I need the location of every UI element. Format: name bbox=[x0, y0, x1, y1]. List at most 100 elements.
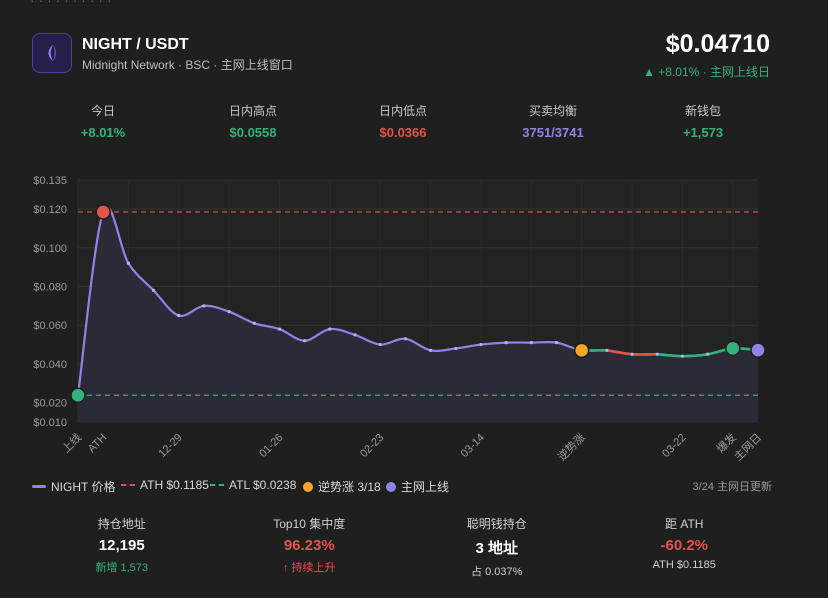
stat-label: 买卖均衡 bbox=[528, 104, 577, 118]
stat-value: +1,573 bbox=[682, 125, 724, 140]
clipped-top-text: · · · · · · · · · · bbox=[30, 0, 112, 8]
stat-label: 今日 bbox=[90, 104, 115, 118]
stat-label: 日内低点 bbox=[378, 104, 427, 118]
stat-value: $0.0558 bbox=[229, 125, 277, 140]
stat-day-high: 日内高点 $0.0558 bbox=[178, 102, 328, 142]
crescent-icon bbox=[48, 45, 56, 61]
stats-row: 今日 +8.01% 日内高点 $0.0558 日内低点 $0.0366 买卖均衡… bbox=[28, 102, 778, 142]
stat-today: 今日 +8.01% bbox=[28, 102, 178, 142]
legend-item-mainnet: 主网上线 bbox=[386, 478, 449, 495]
footer-metrics: 持仓地址 12,195 新增 1,573 Top10 集中度 96.23% ↑ … bbox=[28, 515, 779, 578]
x-tick-label: 主网日 bbox=[732, 431, 765, 464]
data-point bbox=[252, 321, 256, 325]
data-point bbox=[428, 348, 433, 352]
dashed-green-swatch-icon bbox=[210, 484, 224, 486]
metric-label: 持仓地址 bbox=[97, 517, 146, 531]
data-point bbox=[353, 333, 357, 337]
data-point bbox=[378, 342, 382, 347]
legend-item-atl: ATL $0.0238 bbox=[210, 478, 296, 492]
data-point bbox=[126, 261, 130, 265]
data-point bbox=[655, 352, 659, 356]
metric-value: 12,195 bbox=[98, 537, 145, 554]
metric-sub: ↑ 持续上升 bbox=[282, 562, 336, 574]
metric-from-ath: 距 ATH -60.2% ATH $0.1185 bbox=[591, 515, 779, 575]
pair-subtitle: Midnight Network · BSC · 主网上线窗口 bbox=[82, 58, 293, 72]
data-point bbox=[177, 313, 181, 318]
stat-buy-sell-balance: 买卖均衡 3751/3741 bbox=[478, 102, 628, 142]
metric-label: Top10 集中度 bbox=[273, 517, 346, 531]
price-change: ▲ +8.01% · 主网上线日 bbox=[643, 65, 770, 79]
marker-爆发 bbox=[725, 340, 741, 357]
legend-label: ATH $0.1185 bbox=[140, 478, 209, 492]
y-tick-label: $0.060 bbox=[33, 320, 67, 332]
metric-holders: 持仓地址 12,195 新增 1,573 bbox=[28, 515, 216, 575]
x-tick-label: 12-29 bbox=[156, 432, 184, 460]
marker-逆势涨 bbox=[573, 342, 590, 359]
x-tick-label: 03-22 bbox=[660, 432, 688, 460]
data-point bbox=[403, 337, 408, 341]
legend-label: ATL $0.0238 bbox=[229, 478, 297, 492]
x-tick-label: ATH bbox=[86, 432, 110, 456]
marker-主网上线 bbox=[750, 342, 766, 358]
chart-legend: NIGHT 价格 ATH $0.1185 ATL $0.0238 逆势涨 3/1… bbox=[32, 478, 772, 494]
orange-dot-icon bbox=[303, 481, 313, 492]
data-point bbox=[277, 327, 282, 331]
stat-new-wallets: 新钱包 +1,573 bbox=[628, 102, 778, 142]
stat-label: 新钱包 bbox=[684, 104, 721, 118]
y-tick-label: $0.010 bbox=[33, 417, 67, 429]
legend-label: 主网上线 bbox=[401, 480, 450, 494]
metric-smart-money: 聪明钱持仓 3 地址 占 0.037% bbox=[403, 515, 591, 578]
line-swatch-icon bbox=[32, 485, 46, 488]
price-area bbox=[78, 207, 758, 422]
dashed-red-swatch-icon bbox=[121, 484, 135, 486]
data-point bbox=[706, 352, 710, 356]
data-point bbox=[303, 339, 307, 343]
legend-label: NIGHT 价格 bbox=[51, 480, 116, 494]
metric-value: 3 地址 bbox=[475, 540, 518, 557]
stat-value: +8.01% bbox=[80, 125, 126, 140]
x-tick-label: 逆势涨 bbox=[555, 430, 588, 463]
y-tick-label: $0.100 bbox=[33, 243, 67, 255]
marker-ATH bbox=[95, 204, 111, 220]
data-point bbox=[529, 341, 533, 345]
data-point bbox=[605, 348, 609, 352]
y-tick-label: $0.040 bbox=[33, 359, 67, 371]
data-point bbox=[202, 304, 206, 308]
metric-sub: ATH $0.1185 bbox=[652, 559, 716, 571]
stat-label: 日内高点 bbox=[228, 104, 277, 118]
data-point bbox=[151, 288, 156, 292]
data-point bbox=[504, 341, 508, 345]
y-tick-label: $0.135 bbox=[33, 175, 67, 187]
metric-value: -60.2% bbox=[660, 537, 709, 554]
header: NIGHT / USDT Midnight Network · BSC · 主网… bbox=[32, 30, 770, 79]
x-tick-label: 上线 bbox=[59, 430, 84, 455]
metric-value: 96.23% bbox=[283, 537, 335, 554]
legend-item-rebound: 逆势涨 3/18 bbox=[303, 478, 381, 495]
metric-label: 距 ATH bbox=[665, 517, 704, 531]
data-point bbox=[454, 346, 458, 351]
metric-sub: 新增 1,573 bbox=[95, 562, 149, 574]
data-point bbox=[554, 341, 559, 345]
x-tick-label: 01-26 bbox=[257, 432, 285, 460]
metric-label: 聪明钱持仓 bbox=[466, 517, 527, 531]
data-point bbox=[227, 310, 231, 314]
data-point bbox=[630, 352, 634, 356]
y-tick-label: $0.020 bbox=[33, 398, 67, 410]
stat-value: $0.0366 bbox=[379, 125, 427, 140]
data-point bbox=[328, 327, 332, 331]
y-tick-label: $0.080 bbox=[33, 281, 67, 293]
update-note: 3/24 主网日更新 bbox=[692, 481, 772, 493]
price-chart: $0.135 $0.120 $0.100 $0.080 $0.060 $0.040 $0.0… bbox=[33, 175, 766, 464]
token-logo bbox=[32, 33, 72, 73]
pair-title: NIGHT / USDT bbox=[82, 36, 189, 53]
stat-day-low: 日内低点 $0.0366 bbox=[328, 102, 478, 142]
metric-top10: Top10 集中度 96.23% ↑ 持续上升 bbox=[216, 515, 404, 575]
current-price: $0.04710 bbox=[665, 30, 770, 58]
legend-item-ath: ATH $0.1185 bbox=[121, 478, 209, 492]
metric-sub: 占 0.037% bbox=[471, 566, 523, 578]
x-tick-label: 02-23 bbox=[358, 432, 386, 460]
x-tick-label: 03-14 bbox=[459, 432, 487, 460]
purple-dot-icon bbox=[386, 481, 396, 492]
legend-label: 逆势涨 3/18 bbox=[318, 480, 381, 494]
y-tick-label: $0.120 bbox=[33, 204, 67, 216]
